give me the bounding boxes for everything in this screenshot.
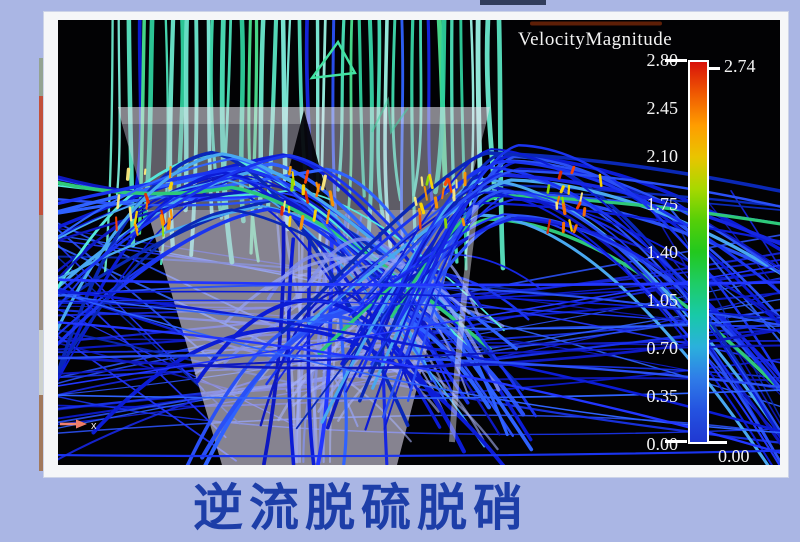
left-edge-artifact <box>39 58 45 96</box>
colorbar-tick-label: 0.00 <box>646 434 679 454</box>
colorbar <box>688 60 709 444</box>
viz-frame: x VelocityMagnitude 2.80 2.45 2.10 1.75 1.40… <box>44 12 788 477</box>
colorbar-tick-label: 1.05 <box>646 290 679 310</box>
cfd-viewport: x VelocityMagnitude 2.80 2.45 2.10 1.75 1.40… <box>58 20 780 465</box>
legend-title: VelocityMagnitude <box>518 29 673 50</box>
colorbar-tick-label: 2.45 <box>646 98 679 118</box>
colorbar-tick-label: 1.75 <box>646 194 679 214</box>
colorbar-tick-label: 2.10 <box>646 146 679 166</box>
left-edge-artifact <box>39 330 45 395</box>
x-axis-marker: x <box>60 419 97 432</box>
colorbar-tick-label: 2.80 <box>646 50 679 70</box>
range-min-label: 0.00 <box>718 446 750 465</box>
left-edge-artifact <box>39 96 45 215</box>
range-max-tick <box>709 67 720 70</box>
caption-text: 逆流脱硫脱硝 <box>193 480 529 536</box>
nozzle-outline-icon <box>309 39 357 80</box>
range-min-tick <box>709 441 727 444</box>
axis-label: x <box>91 420 97 432</box>
left-edge-artifact <box>39 395 45 471</box>
top-smear-artifact <box>530 21 662 26</box>
top-edge-artifact <box>480 0 546 5</box>
colorbar-tick-label: 0.70 <box>646 338 679 358</box>
colorbar-ticks: 2.80 2.45 2.10 1.75 1.40 1.05 0.70 0.35 0.00 <box>598 20 679 465</box>
colorbar-tick-label: 1.40 <box>646 242 679 262</box>
left-edge-artifact <box>39 215 45 330</box>
streamline-canvas: x <box>58 20 780 465</box>
colorbar-tick-label: 0.35 <box>646 386 679 406</box>
range-max-label: 2.74 <box>724 56 756 76</box>
nozzle-outline-icon <box>371 96 409 135</box>
colorbar-top-tick <box>665 59 687 62</box>
funnel-edge-highlight <box>449 204 479 443</box>
colorbar-bottom-tick <box>665 440 687 443</box>
axis-arrow-icon <box>76 419 87 429</box>
